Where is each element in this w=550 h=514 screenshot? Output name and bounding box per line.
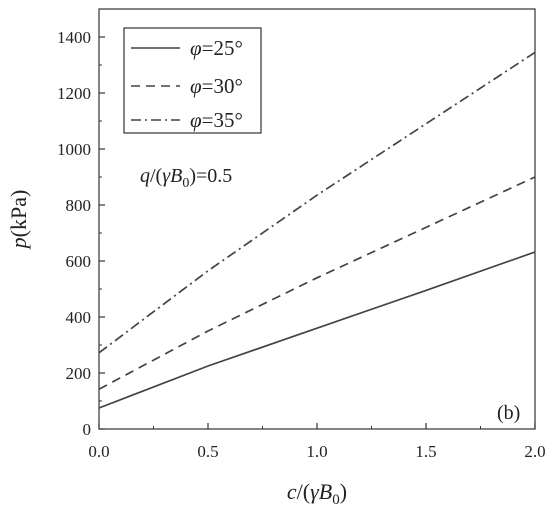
x-axis-label: c/(γB0) — [287, 479, 347, 508]
panel-label: (b) — [497, 402, 520, 424]
x-tick-label: 2.0 — [524, 442, 545, 461]
legend-entry-1: φ=25° — [190, 36, 243, 60]
series-lines — [98, 51, 536, 409]
series-line-solid — [98, 251, 536, 409]
y-axis-ticks: 0 200 400 600 800 1000 1200 1400 — [57, 28, 105, 439]
y-tick-label: 1400 — [57, 28, 91, 47]
x-tick-label: 0.5 — [197, 442, 218, 461]
legend: φ=25° φ=30° φ=35° — [123, 27, 262, 134]
y-axis-label: p(kPa) — [6, 190, 31, 251]
x-tick-label: 0.0 — [88, 442, 109, 461]
x-tick-label: 1.5 — [415, 442, 436, 461]
legend-entry-2: φ=30° — [190, 74, 243, 98]
y-tick-label: 0 — [83, 420, 92, 439]
legend-box — [123, 27, 262, 134]
y-tick-label: 200 — [66, 364, 92, 383]
y-tick-label: 1000 — [57, 140, 91, 159]
y-tick-label: 1200 — [57, 84, 91, 103]
x-tick-label: 1.0 — [306, 442, 327, 461]
y-tick-label: 800 — [66, 196, 92, 215]
x-axis-ticks: 0.0 0.5 1.0 1.5 2.0 — [88, 423, 546, 461]
legend-entry-3: φ=35° — [190, 108, 243, 132]
y-tick-label: 400 — [66, 308, 92, 327]
series-line-dashed — [98, 176, 536, 390]
y-tick-label: 600 — [66, 252, 92, 271]
series-line-dashdot — [98, 51, 536, 354]
parameter-annotation: q/(γB0)=0.5 — [140, 165, 232, 191]
